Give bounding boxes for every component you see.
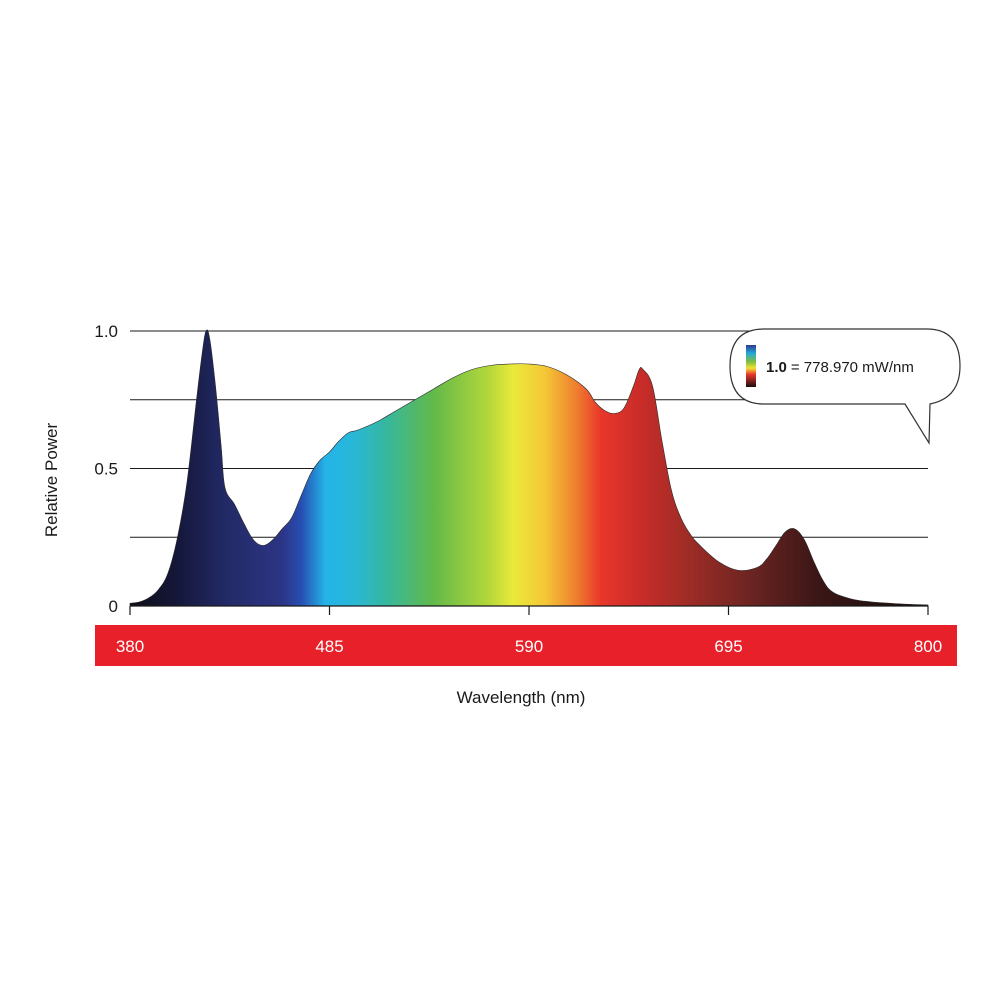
y-tick-label: 0 [109, 597, 118, 616]
x-tick-labels: 380 485 590 695 800 [116, 637, 942, 656]
callout-label: 1.0 = 778.970 mW/nm [766, 359, 914, 376]
power-callout: 1.0 = 778.970 mW/nm [729, 328, 961, 446]
callout-bubble [729, 328, 961, 446]
callout-value: = 778.970 mW/nm [791, 359, 914, 376]
x-tick-label: 800 [914, 637, 942, 656]
callout-bold-value: 1.0 [766, 359, 787, 376]
y-axis-title: Relative Power [42, 422, 61, 537]
x-axis-ticks [129, 606, 929, 615]
x-tick-label: 590 [515, 637, 543, 656]
x-tick-label: 485 [315, 637, 343, 656]
y-tick-label: 0.5 [94, 460, 118, 479]
y-tick-labels: 0 0.5 1.0 [94, 322, 118, 616]
y-tick-label: 1.0 [94, 322, 118, 341]
x-axis-title: Wavelength (nm) [457, 688, 586, 707]
spectrum-area [129, 329, 929, 607]
color-scale-bar [746, 345, 756, 387]
wavelength-band [95, 625, 957, 666]
x-tick-label: 380 [116, 637, 144, 656]
x-tick-label: 695 [714, 637, 742, 656]
